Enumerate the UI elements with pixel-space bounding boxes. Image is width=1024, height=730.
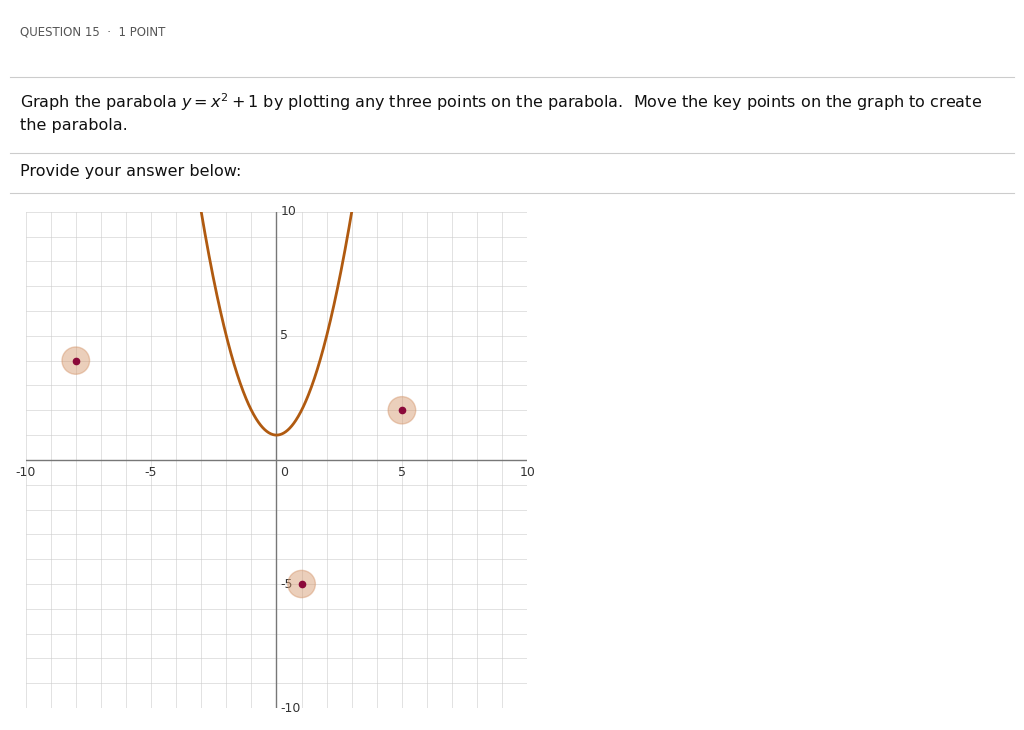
- Text: 10: 10: [519, 466, 536, 479]
- Circle shape: [288, 570, 315, 598]
- Text: 0: 0: [281, 466, 288, 479]
- Text: Graph the parabola $y = x^2 + 1$ by plotting any three points on the parabola.  : Graph the parabola $y = x^2 + 1$ by plot…: [20, 91, 982, 113]
- Circle shape: [388, 396, 416, 424]
- Text: 5: 5: [281, 329, 288, 342]
- Text: 5: 5: [398, 466, 406, 479]
- Text: -10: -10: [281, 702, 301, 715]
- Text: -10: -10: [15, 466, 36, 479]
- Circle shape: [62, 347, 89, 374]
- Text: -5: -5: [281, 577, 293, 591]
- Text: Provide your answer below:: Provide your answer below:: [20, 164, 242, 180]
- Text: QUESTION 15  ·  1 POINT: QUESTION 15 · 1 POINT: [20, 26, 166, 39]
- Text: 10: 10: [281, 205, 296, 218]
- Text: -5: -5: [144, 466, 158, 479]
- Text: the parabola.: the parabola.: [20, 118, 128, 134]
